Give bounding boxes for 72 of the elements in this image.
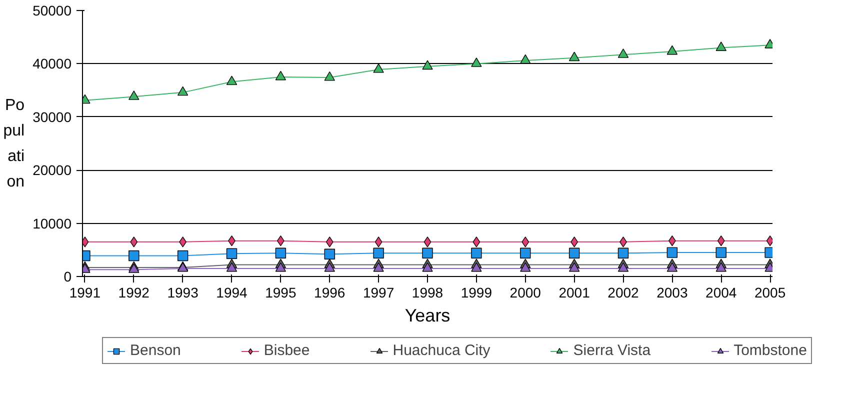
point [716, 262, 726, 272]
point [618, 48, 629, 58]
x-tick-label: 1998 [412, 284, 444, 300]
point [422, 248, 433, 258]
point [424, 236, 432, 248]
point [520, 54, 531, 64]
legend-label: Huachuca City [392, 342, 490, 359]
point [522, 236, 530, 248]
legend-label: Bisbee [264, 342, 310, 359]
point [471, 248, 482, 258]
point [568, 52, 580, 62]
point [422, 262, 433, 272]
x-tick-label: 2000 [510, 284, 542, 300]
point [373, 248, 384, 258]
point [374, 236, 382, 248]
point [275, 262, 286, 272]
legend-label: Sierra Vista [573, 342, 651, 359]
x-tick-label: 1996 [314, 284, 346, 300]
point [326, 236, 334, 248]
point [226, 248, 238, 259]
x-tick-label: 2005 [754, 284, 786, 300]
point [324, 248, 335, 260]
x-tick-label: 1999 [460, 284, 492, 300]
y-tick-label: 20000 [32, 162, 72, 178]
legend-label: Tombstone [734, 342, 807, 359]
x-tick-label: 1993 [167, 284, 199, 300]
point [666, 247, 678, 258]
point [618, 248, 629, 258]
y-tick-label: 30000 [32, 108, 72, 125]
point [130, 236, 138, 248]
point [568, 248, 580, 258]
point [226, 76, 238, 86]
x-tick-label: 1994 [216, 284, 248, 300]
point [324, 71, 335, 81]
x-tick-label: 2002 [608, 284, 640, 300]
x-tick-label: 1992 [118, 284, 150, 300]
x-tick-label: 1997 [362, 284, 394, 300]
point [568, 262, 580, 272]
x-tick-label: 1995 [265, 284, 296, 300]
point [177, 86, 188, 96]
legend-label: Benson [130, 342, 181, 359]
point [324, 262, 335, 272]
point [128, 250, 140, 262]
point [520, 248, 531, 258]
point [716, 42, 726, 51]
point [226, 262, 238, 272]
point [666, 45, 678, 55]
x-axis-title: Years [404, 306, 450, 326]
point [471, 262, 482, 272]
point [472, 236, 480, 248]
point [422, 60, 433, 70]
point [373, 262, 384, 272]
x-tick-label: 2003 [656, 284, 688, 300]
x-tick-label: 1991 [69, 284, 101, 300]
point [275, 248, 286, 258]
y-tick-label: 10000 [32, 215, 72, 232]
point [471, 58, 482, 67]
x-tick-label: 2004 [706, 284, 737, 300]
y-tick-label: 50000 [32, 2, 72, 18]
point [717, 236, 725, 246]
y-tick-label: 0 [64, 268, 72, 284]
point [373, 63, 384, 73]
point [128, 90, 140, 100]
point [177, 250, 188, 262]
point [716, 247, 726, 258]
point [666, 262, 678, 272]
x-tick-label: 2001 [558, 284, 590, 300]
point [618, 262, 629, 272]
point [275, 70, 286, 80]
y-axis-title: Population [3, 96, 25, 190]
point [520, 262, 531, 272]
y-tick-label: 40000 [32, 56, 72, 72]
